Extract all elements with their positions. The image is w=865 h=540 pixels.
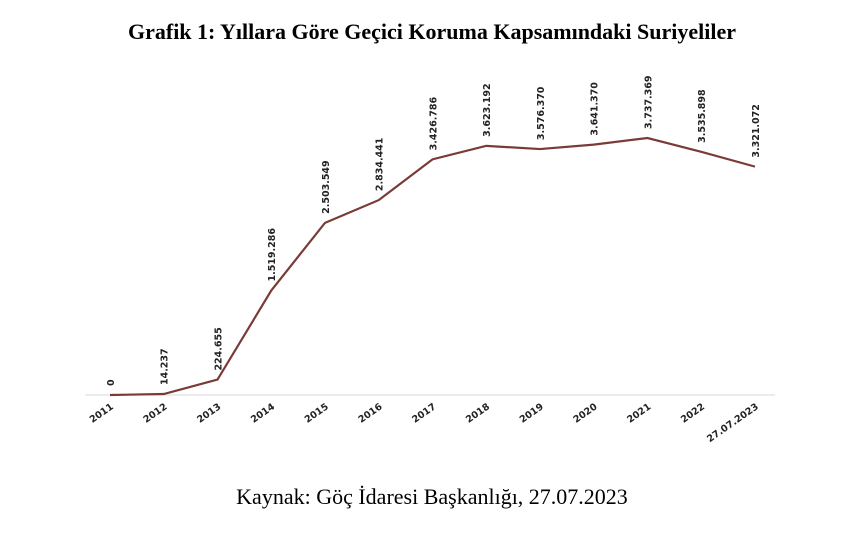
value-label: 224.655 [214, 327, 225, 370]
x-tick-label: 2012 [141, 401, 169, 425]
value-label: 2.834.441 [375, 138, 386, 192]
value-label: 3.623.192 [482, 83, 493, 137]
value-label: 3.641.370 [590, 82, 601, 136]
value-label: 3.321.072 [751, 104, 762, 158]
value-label: 3.535.898 [697, 89, 708, 143]
x-tick-label: 2015 [303, 401, 331, 425]
x-tick-label: 2022 [679, 401, 707, 425]
source-note: Kaynak: Göç İdaresi Başkanlığı, 27.07.20… [236, 484, 628, 509]
value-label: 3.737.369 [644, 76, 655, 130]
x-tick-label: 2021 [625, 401, 653, 425]
x-tick-label: 2016 [356, 401, 384, 425]
x-tick-label: 2020 [571, 401, 599, 425]
value-label: 3.426.786 [429, 96, 440, 150]
x-tick-label: 2017 [410, 401, 438, 425]
value-label: 14.237 [160, 348, 171, 385]
x-tick-label: 27.07.2023 [705, 401, 761, 444]
value-label: 2.503.549 [321, 160, 332, 214]
x-tick-label: 2019 [518, 401, 546, 425]
chart-title: Grafik 1: Yıllara Göre Geçici Koruma Kap… [128, 19, 736, 44]
value-label: 1.519.286 [267, 228, 278, 282]
data-line [109, 136, 756, 397]
x-tick-label: 2018 [464, 401, 492, 425]
x-tick-label: 2013 [195, 401, 223, 425]
value-label: 0 [106, 379, 117, 386]
value-label: 3.576.370 [536, 86, 547, 140]
x-tick-label: 2011 [88, 401, 116, 425]
x-tick-label: 2014 [249, 401, 277, 425]
